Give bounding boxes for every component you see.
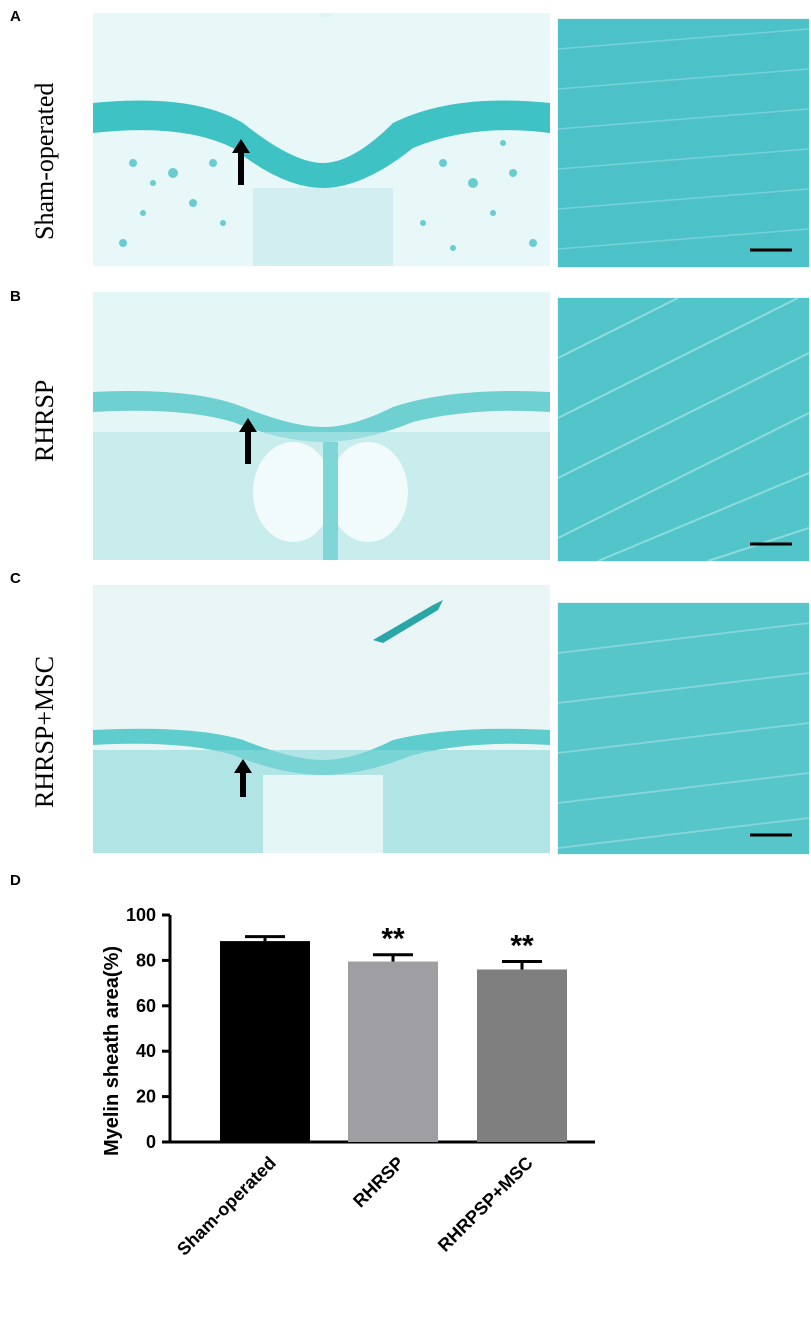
panel-letter-d: D <box>10 872 21 889</box>
y-tick-label: 60 <box>136 996 156 1016</box>
arrow-icon <box>239 418 257 432</box>
row-label-rhrsp: RHRSP <box>30 379 59 462</box>
significance-marker: ** <box>510 930 534 963</box>
arrow-icon <box>234 759 252 773</box>
micrograph-rhrsp-msc-zoom <box>557 602 810 855</box>
y-tick-label: 80 <box>136 950 156 970</box>
y-tick-label: 40 <box>136 1041 156 1061</box>
y-tick-label: 0 <box>146 1132 156 1152</box>
micrograph-sham-zoom <box>557 18 810 268</box>
micrograph-sham-overview <box>93 13 550 266</box>
row-label-sham: Sham-operated <box>30 82 59 240</box>
bar <box>477 969 567 1142</box>
micrograph-rhrsp-msc-overview <box>93 585 550 853</box>
y-tick-label: 100 <box>126 905 156 925</box>
bar <box>220 941 310 1142</box>
arrow-icon <box>232 139 250 153</box>
panel-letter-b: B <box>10 288 21 305</box>
y-axis-label: Myelin sheath area(%) <box>101 946 123 1156</box>
micrograph-rhrsp-zoom <box>557 297 810 562</box>
panel-letter-a: A <box>10 8 21 25</box>
bar <box>348 961 438 1142</box>
panel-letter-c: C <box>10 570 21 587</box>
row-label-rhrsp-msc: RHRSP+MSC <box>30 656 59 808</box>
micrograph-rhrsp-overview <box>93 292 550 560</box>
x-category-label: RHRPSP+MSC <box>434 1153 537 1256</box>
x-category-label: Sham-operated <box>173 1153 280 1260</box>
y-tick-label: 20 <box>136 1087 156 1107</box>
x-category-label: RHRSP <box>349 1153 408 1212</box>
significance-marker: ** <box>381 923 405 956</box>
